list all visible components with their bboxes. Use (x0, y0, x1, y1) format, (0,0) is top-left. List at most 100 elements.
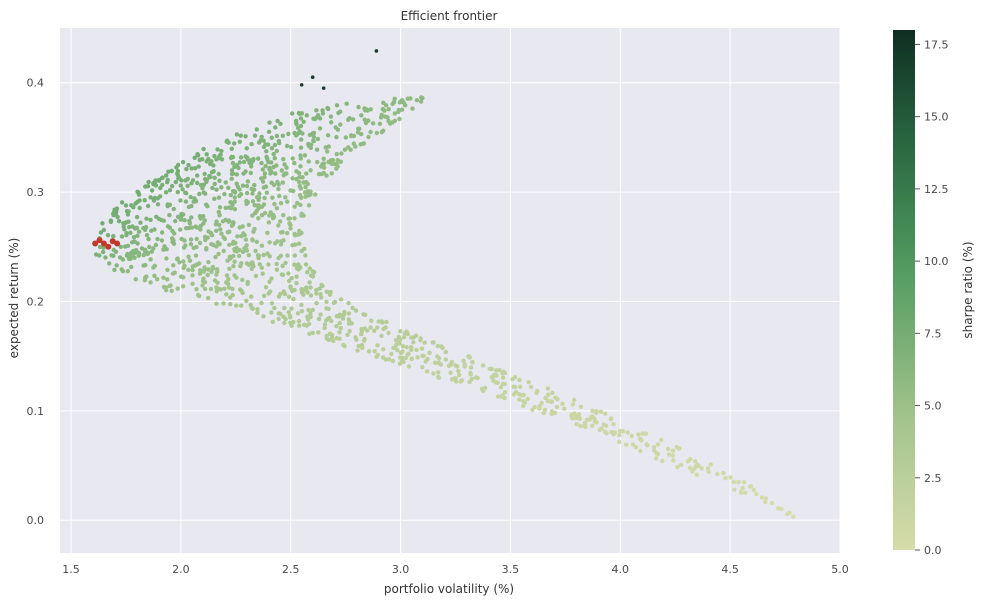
scatter-point (153, 242, 159, 248)
scatter-point (294, 118, 299, 124)
scatter-point (175, 256, 180, 261)
scatter-point (253, 273, 259, 279)
scatter-point (306, 321, 312, 327)
scatter-point (148, 195, 153, 200)
scatter-point (238, 133, 243, 138)
scatter-point (215, 240, 221, 245)
scatter-point (136, 253, 141, 258)
scatter-point (398, 350, 404, 355)
scatter-point (263, 285, 269, 290)
scatter-point (582, 423, 588, 428)
scatter-point (303, 262, 309, 267)
colorbar-tick-label: 17.5 (924, 38, 949, 51)
scatter-point (203, 191, 208, 196)
scatter-point (98, 230, 104, 235)
scatter-point (297, 228, 302, 234)
scatter-point (201, 276, 206, 281)
scatter-point (216, 171, 221, 177)
scatter-point (346, 300, 351, 306)
scatter-point (375, 325, 380, 330)
scatter-point (288, 285, 293, 290)
scatter-point (118, 244, 124, 249)
scatter-point (675, 464, 680, 470)
scatter-point (178, 274, 184, 279)
scatter-point (232, 199, 237, 204)
scatter-point (261, 293, 267, 298)
scatter-point (260, 271, 265, 276)
scatter-point (791, 514, 796, 519)
scatter-point (397, 361, 403, 366)
scatter-point (572, 411, 577, 416)
scatter-point (655, 442, 661, 447)
scatter-point (277, 193, 282, 199)
scatter-point (225, 138, 230, 143)
scatter-point (307, 266, 312, 271)
scatter-point (195, 153, 201, 158)
scatter-point (470, 360, 475, 365)
scatter-point (343, 135, 348, 140)
scatter-point (186, 162, 191, 168)
scatter-point (340, 316, 346, 321)
scatter-point (232, 248, 237, 253)
scatter-point (186, 254, 191, 259)
scatter-point (167, 188, 173, 193)
scatter-point (539, 400, 544, 406)
scatter-point (197, 191, 202, 197)
scatter-point (205, 272, 210, 278)
scatter-point (177, 260, 182, 265)
scatter-point (274, 206, 280, 211)
scatter-point (160, 175, 165, 180)
scatter-point (297, 323, 302, 328)
scatter-point (359, 113, 364, 118)
scatter-point (261, 252, 266, 258)
scatter-point (197, 271, 203, 276)
scatter-point (126, 219, 131, 224)
scatter-point (748, 484, 754, 489)
scatter-point (194, 287, 199, 292)
scatter-point (578, 423, 583, 429)
scatter-point (113, 249, 119, 254)
scatter-point (723, 476, 728, 481)
scatter-point (344, 101, 349, 106)
scatter-point (449, 359, 455, 365)
scatter-points (94, 49, 796, 519)
scatter-point (126, 253, 131, 259)
scatter-point (282, 305, 287, 311)
scatter-point (512, 384, 518, 390)
scatter-point (264, 149, 269, 154)
scatter-point (276, 186, 281, 192)
scatter-point (190, 267, 195, 273)
scatter-point (638, 448, 643, 454)
scatter-point (280, 263, 285, 269)
scatter-point (308, 285, 313, 290)
scatter-point (200, 157, 205, 162)
scatter-point (310, 307, 315, 313)
scatter-point (334, 151, 339, 157)
scatter-point (155, 236, 160, 242)
scatter-point (149, 188, 155, 193)
scatter-point (94, 252, 99, 257)
scatter-point (278, 201, 284, 206)
scatter-point (134, 214, 140, 220)
scatter-point (321, 165, 327, 170)
scatter-point (629, 433, 634, 439)
scatter-point (165, 267, 170, 273)
scatter-point (235, 234, 240, 239)
scatter-point (286, 271, 291, 276)
scatter-point (314, 291, 319, 296)
scatter-point (191, 245, 196, 251)
scatter-point (316, 316, 322, 322)
scatter-point (397, 100, 403, 105)
scatter-point (144, 216, 149, 221)
scatter-point (543, 395, 548, 401)
scatter-point (400, 344, 405, 349)
scatter-point (699, 466, 704, 471)
scatter-point (116, 219, 122, 224)
scatter-point (315, 159, 320, 165)
scatter-point (202, 265, 207, 270)
scatter-point (262, 195, 267, 201)
scatter-point (198, 268, 203, 273)
scatter-point (228, 200, 233, 205)
scatter-point (239, 261, 244, 266)
scatter-point (660, 458, 665, 464)
